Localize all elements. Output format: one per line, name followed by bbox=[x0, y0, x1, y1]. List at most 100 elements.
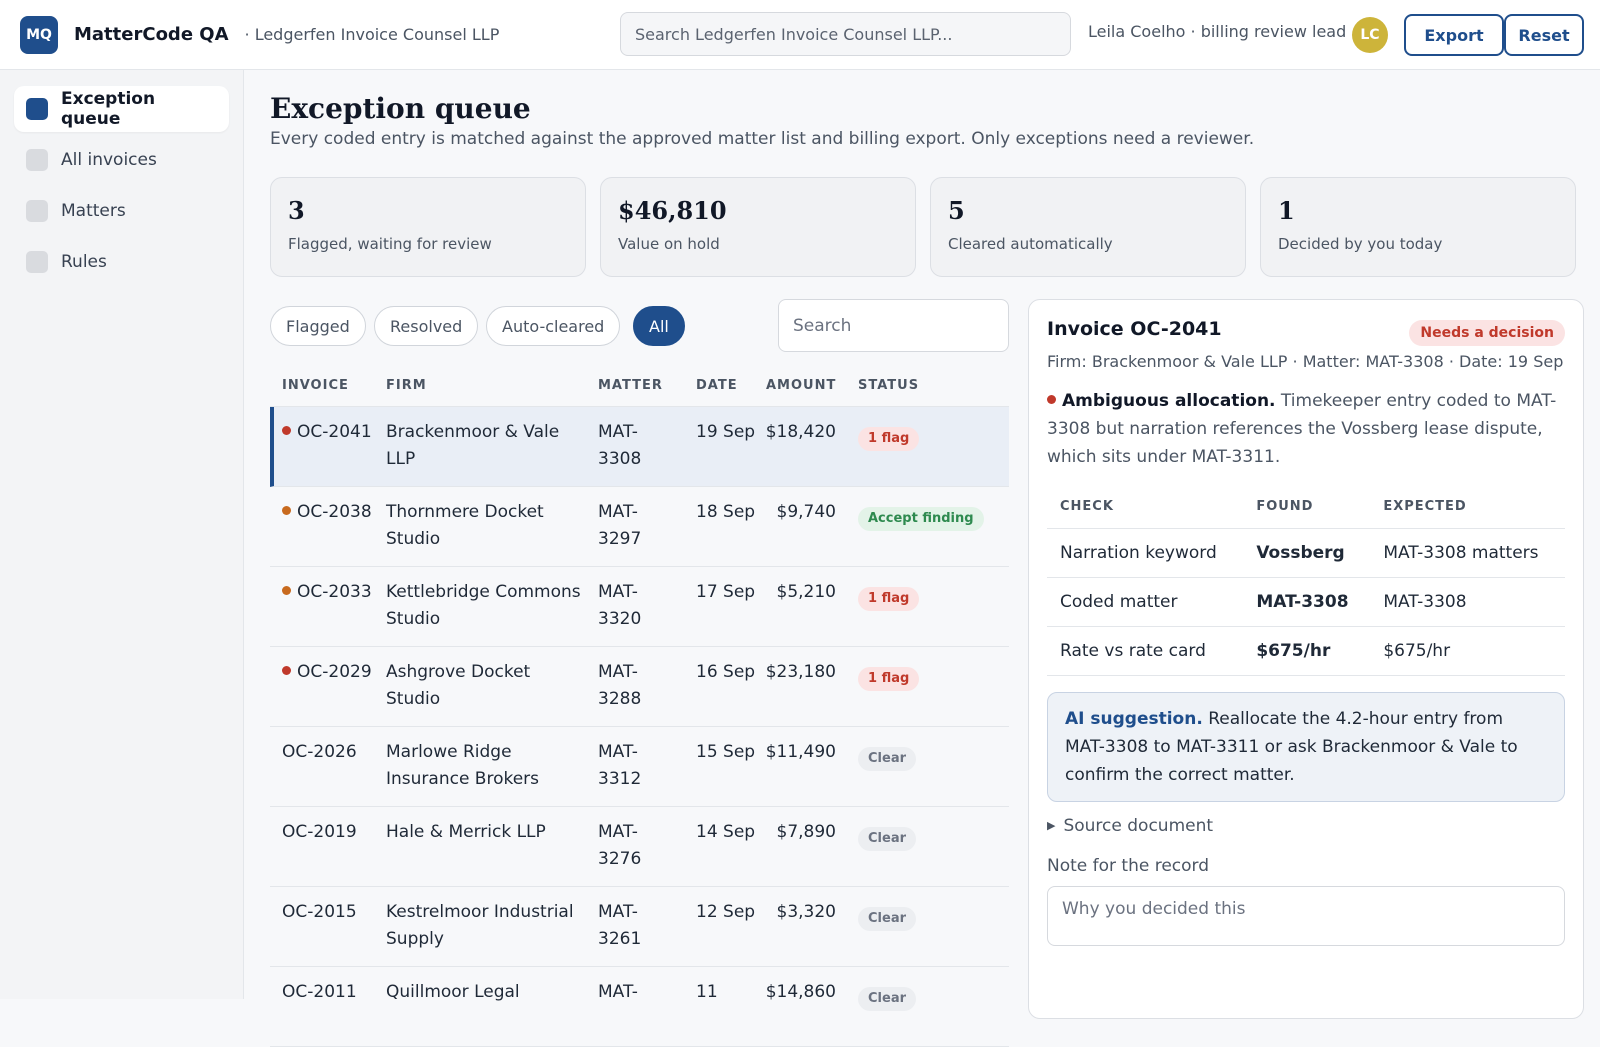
date-cell: 12 Sep bbox=[696, 902, 756, 922]
check-found: Vossberg bbox=[1243, 528, 1371, 578]
sidebar-item-label: Rules bbox=[61, 252, 107, 272]
triangle-right-icon: ▶ bbox=[1047, 819, 1056, 832]
table-row[interactable]: OC-2038 Thornmere Docket Studio MAT-3297… bbox=[270, 487, 1009, 567]
invoice-search-input[interactable] bbox=[778, 299, 1009, 352]
ai-suggestion-title: AI suggestion. bbox=[1065, 709, 1203, 729]
status-badge: 1 flag bbox=[858, 587, 920, 611]
check-name: Rate vs rate card bbox=[1047, 626, 1244, 676]
firm-cell: Ashgrove Docket Studio bbox=[386, 662, 531, 709]
stat-value: $46,810 bbox=[618, 196, 727, 225]
stat-value: 3 bbox=[288, 196, 305, 225]
export-button[interactable]: Export bbox=[1404, 14, 1504, 56]
matter-cell: MAT-3276 bbox=[598, 822, 642, 869]
stat-card-decided: 1 Decided by you today bbox=[1260, 177, 1576, 277]
invoice-cell: OC-2029 bbox=[282, 659, 372, 686]
invoice-cell: OC-2033 bbox=[282, 579, 372, 606]
firm-cell: Kestrelmoor Industrial Supply bbox=[386, 902, 574, 949]
page-title: Exception queue bbox=[270, 92, 531, 125]
invoices-icon bbox=[26, 149, 48, 171]
status-cell: Clear bbox=[858, 824, 916, 851]
matter-cell: MAT-3288 bbox=[598, 662, 642, 709]
check-found: MAT-3308 bbox=[1243, 577, 1371, 627]
column-header[interactable]: FIRM bbox=[386, 378, 427, 393]
finding-description: Timekeeper entry coded to MAT-3308 but n… bbox=[1047, 391, 1557, 467]
detail-title: Invoice OC-2041 bbox=[1047, 318, 1222, 340]
column-header: CHECK bbox=[1047, 485, 1244, 529]
table-row[interactable]: OC-2026 Marlowe Ridge Insurance Brokers … bbox=[270, 727, 1009, 807]
source-document-toggle[interactable]: ▶ Source document bbox=[1047, 816, 1565, 836]
stat-value: 5 bbox=[948, 196, 965, 225]
stat-label: Cleared automatically bbox=[948, 235, 1113, 253]
sidebar-item-matters[interactable]: Matters bbox=[14, 188, 229, 234]
column-header[interactable]: DATE bbox=[696, 378, 738, 393]
filter-chip-all[interactable]: All bbox=[633, 306, 685, 346]
checks-header-row: CHECK FOUND EXPECTED bbox=[1047, 485, 1565, 529]
global-search-input[interactable] bbox=[620, 12, 1071, 56]
status-cell: 1 flag bbox=[858, 664, 920, 691]
stat-card-cleared: 5 Cleared automatically bbox=[930, 177, 1246, 277]
date-cell: 15 Sep bbox=[696, 742, 756, 762]
stat-card-value-on-hold: $46,810 Value on hold bbox=[600, 177, 916, 277]
note-input[interactable] bbox=[1047, 886, 1565, 946]
date-cell: 17 Sep bbox=[696, 582, 756, 602]
table-row[interactable]: OC-2029 Ashgrove Docket Studio MAT-3288 … bbox=[270, 647, 1009, 727]
finding-title: Ambiguous allocation. bbox=[1062, 391, 1276, 411]
check-row: Narration keyword Vossberg MAT-3308 matt… bbox=[1047, 528, 1565, 578]
filter-chip-resolved[interactable]: Resolved bbox=[374, 306, 479, 346]
table-header: INVOICE FIRM MATTER DATE AMOUNT STATUS bbox=[270, 365, 1009, 407]
filter-chip-flagged[interactable]: Flagged bbox=[270, 306, 366, 346]
flag-dot-icon bbox=[1047, 395, 1056, 404]
sidebar-item-rules[interactable]: Rules bbox=[14, 239, 229, 285]
status-badge: 1 flag bbox=[858, 667, 920, 691]
matters-icon bbox=[26, 200, 48, 222]
invoice-id: OC-2033 bbox=[297, 582, 372, 602]
column-header[interactable]: STATUS bbox=[858, 378, 920, 393]
matter-cell: MAT-3312 bbox=[598, 742, 642, 789]
column-header[interactable]: AMOUNT bbox=[766, 378, 837, 393]
avatar[interactable]: LC bbox=[1352, 17, 1388, 53]
sidebar: Exception queue All invoices Matters Rul… bbox=[0, 70, 244, 999]
matter-cell: MAT-3308 bbox=[598, 422, 642, 469]
invoice-table: INVOICE FIRM MATTER DATE AMOUNT STATUS O… bbox=[270, 365, 1009, 1047]
invoice-cell: OC-2026 bbox=[282, 742, 357, 762]
date-cell: 16 Sep bbox=[696, 662, 756, 682]
stat-label: Decided by you today bbox=[1278, 235, 1443, 253]
column-header[interactable]: MATTER bbox=[598, 378, 663, 393]
sidebar-item-exception-queue[interactable]: Exception queue bbox=[14, 86, 229, 132]
amount-cell: $11,490 bbox=[765, 742, 836, 762]
table-row[interactable]: OC-2041 Brackenmoor & Vale LLP MAT-3308 … bbox=[270, 407, 1009, 487]
detail-meta: Firm: Brackenmoor & Vale LLP · Matter: M… bbox=[1047, 352, 1564, 371]
status-badge: Clear bbox=[858, 907, 916, 931]
reset-button[interactable]: Reset bbox=[1504, 14, 1584, 56]
firm-cell: Marlowe Ridge Insurance Brokers bbox=[386, 742, 540, 789]
firm-cell: Brackenmoor & Vale LLP bbox=[386, 422, 560, 469]
status-cell: Accept finding bbox=[858, 504, 984, 531]
invoice-detail-panel: Invoice OC-2041 Needs a decision Firm: B… bbox=[1028, 299, 1584, 1019]
app-title: MatterCode QA bbox=[74, 24, 229, 45]
invoice-cell: OC-2019 bbox=[282, 822, 357, 842]
check-expected: MAT-3308 matters bbox=[1370, 528, 1565, 578]
decision-status-badge: Needs a decision bbox=[1409, 320, 1565, 346]
status-badge: Accept finding bbox=[858, 507, 984, 531]
status-cell: Clear bbox=[858, 904, 916, 931]
sidebar-item-label: Exception queue bbox=[61, 89, 156, 129]
status-badge: Clear bbox=[858, 827, 916, 851]
top-bar: MQ MatterCode QA · Ledgerfen Invoice Cou… bbox=[0, 0, 1600, 70]
sidebar-item-all-invoices[interactable]: All invoices bbox=[14, 137, 229, 183]
filter-chip-auto-cleared[interactable]: Auto-cleared bbox=[486, 306, 621, 346]
table-row[interactable]: OC-2033 Kettlebridge Commons Studio MAT-… bbox=[270, 567, 1009, 647]
stat-value: 1 bbox=[1278, 196, 1295, 225]
table-row[interactable]: OC-2019 Hale & Merrick LLP MAT-3276 14 S… bbox=[270, 807, 1009, 887]
matter-cell: MAT-3320 bbox=[598, 582, 642, 629]
source-document-label: Source document bbox=[1063, 816, 1214, 836]
check-found: $675/hr bbox=[1243, 626, 1371, 676]
invoice-cell: OC-2011 bbox=[282, 982, 357, 1002]
date-cell: 18 Sep bbox=[696, 502, 756, 522]
firm-cell: Thornmere Docket Studio bbox=[386, 502, 544, 549]
table-row[interactable]: OC-2011 Quillmoor Legal MAT- 11 $14,860 … bbox=[270, 967, 1009, 1047]
warning-dot-icon bbox=[282, 506, 291, 515]
table-row[interactable]: OC-2015 Kestrelmoor Industrial Supply MA… bbox=[270, 887, 1009, 967]
column-header[interactable]: INVOICE bbox=[282, 378, 349, 393]
invoice-id: OC-2041 bbox=[297, 422, 372, 442]
amount-cell: $18,420 bbox=[765, 422, 836, 442]
